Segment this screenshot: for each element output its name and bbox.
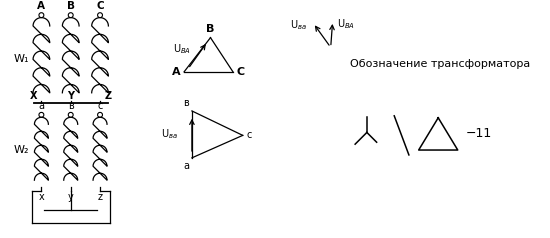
Text: y: y (68, 192, 74, 202)
Text: z: z (97, 192, 102, 202)
Text: W₁: W₁ (14, 54, 30, 64)
Text: B: B (67, 1, 75, 11)
Text: Обозначение трансформатора: Обозначение трансформатора (350, 59, 530, 69)
Text: c: c (246, 130, 252, 140)
Text: a: a (183, 161, 189, 171)
Text: A: A (172, 67, 180, 77)
Text: U$_{BA}$: U$_{BA}$ (337, 17, 355, 31)
Text: U$_{вa}$: U$_{вa}$ (161, 128, 178, 141)
Text: U$_{BA}$: U$_{BA}$ (173, 42, 191, 56)
Text: в: в (68, 101, 74, 111)
Text: x: x (39, 192, 44, 202)
Text: C: C (237, 67, 245, 77)
Text: C: C (96, 1, 104, 11)
Text: −11: −11 (466, 127, 492, 140)
Text: в: в (183, 98, 189, 108)
Text: W₂: W₂ (14, 145, 30, 155)
Text: Y: Y (67, 91, 74, 101)
Text: A: A (37, 1, 46, 11)
Text: a: a (39, 101, 45, 111)
Text: X: X (30, 91, 37, 101)
Text: Z: Z (104, 91, 112, 101)
Text: U$_{вa}$: U$_{вa}$ (290, 18, 307, 32)
Text: B: B (206, 24, 214, 34)
Text: c: c (97, 101, 103, 111)
